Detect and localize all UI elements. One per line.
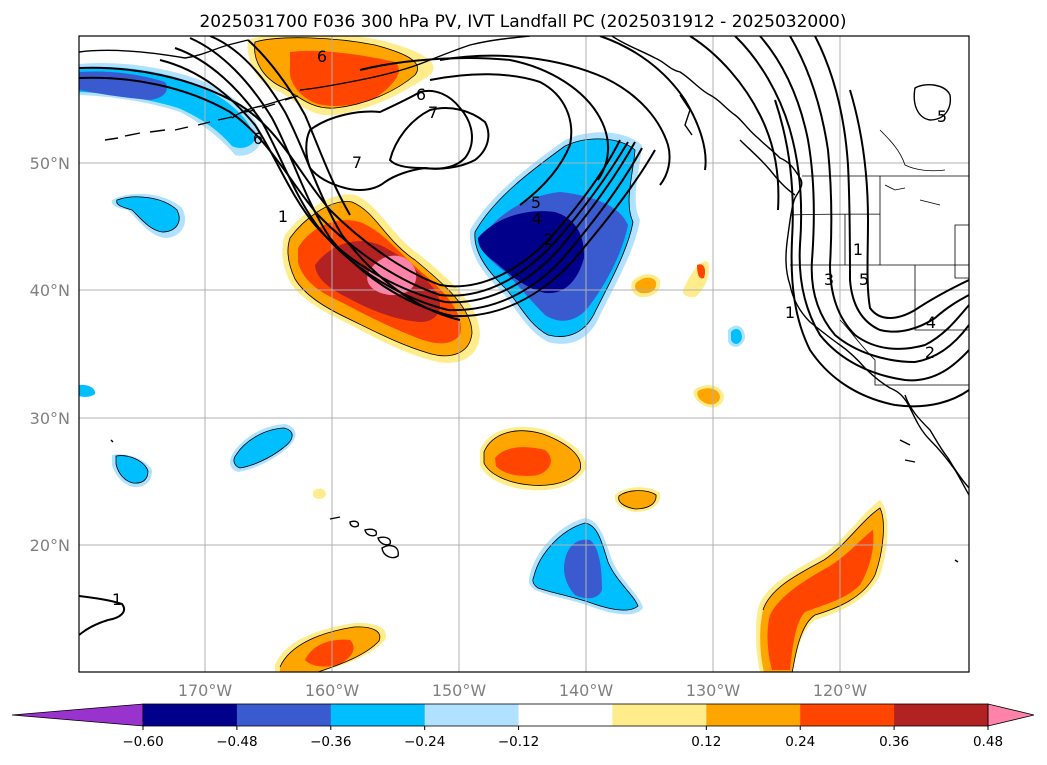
colorbar-tick-label: −0.36: [310, 734, 351, 750]
colorbar-tick-label: 0.24: [785, 734, 815, 750]
colorbar-tick-label: −0.12: [498, 734, 539, 750]
colorbar-tick-label: −0.48: [216, 734, 257, 750]
contour-label: 7: [428, 103, 438, 122]
contour-label: 6: [416, 85, 426, 104]
lon-label: 160°W: [305, 681, 360, 700]
map-area: 6 7 1 7 6 6 5 4 2 1 3 5 1 4 2 5 1: [79, 36, 969, 672]
contour-label: 6: [317, 47, 327, 66]
contour-label: 7: [352, 153, 362, 172]
coastlines: [79, 36, 969, 563]
lat-label: 20°N: [30, 536, 70, 555]
political-borders: [789, 129, 969, 386]
contour-label: 5: [859, 270, 869, 289]
colorbar-segment: [236, 704, 332, 726]
contour-label: 2: [544, 230, 554, 249]
longitude-labels: 170°W 160°W 150°W 140°W 130°W 120°W: [178, 681, 868, 700]
lon-label: 150°W: [432, 681, 487, 700]
latitude-labels: 50°N 40°N 30°N 20°N: [30, 154, 70, 555]
map-frame: [78, 35, 970, 673]
contour-label: 6: [253, 129, 263, 148]
lon-label: 130°W: [686, 681, 741, 700]
contour-label: 4: [926, 313, 936, 332]
colorbar-segment: [800, 704, 895, 726]
colorbar-tick-label: −0.60: [122, 734, 163, 750]
colorbar-tick-label: 0.48: [973, 734, 1003, 750]
colorbar-extend-high: [987, 703, 1035, 727]
contour-label: 1: [853, 240, 863, 259]
colorbar-segment: [894, 704, 989, 726]
contour-labels: 6 7 1 7 6 6 5 4 2 1 3 5 1 4 2 5 1: [112, 47, 947, 609]
contour-label: 1: [278, 207, 288, 226]
contour-label: 1: [785, 303, 795, 322]
colorbar-segment: [143, 704, 238, 726]
colorbar-segment: [612, 704, 707, 726]
colorbar-extend-low: [11, 703, 144, 727]
lon-label: 140°W: [559, 681, 614, 700]
contour-label: 4: [532, 209, 542, 228]
pv-contours: [79, 36, 969, 636]
lat-label: 40°N: [30, 281, 70, 300]
colorbar-segment: [424, 704, 520, 726]
lon-label: 170°W: [178, 681, 233, 700]
figure-title: 2025031700 F036 300 hPa PV, IVT Landfall…: [199, 12, 846, 32]
contour-label: 5: [531, 193, 541, 212]
contour-label: 3: [824, 270, 834, 289]
lon-label: 120°W: [813, 681, 868, 700]
colorbar-tick-label: 0.12: [691, 734, 721, 750]
gridlines: [79, 36, 969, 672]
contour-label: 5: [937, 107, 947, 126]
colorbar-segment: [330, 704, 426, 726]
lat-label: 50°N: [30, 154, 70, 173]
anomaly-outlines: [115, 37, 884, 672]
contour-label: 2: [925, 343, 935, 362]
lat-label: 30°N: [30, 409, 70, 428]
colorbar-segment: [706, 704, 801, 726]
colorbar-tick-label: 0.36: [879, 734, 909, 750]
contour-label: 1: [112, 590, 122, 609]
colorbar-tick-label: −0.24: [404, 734, 445, 750]
colorbar: −0.60 −0.48 −0.36 −0.24 −0.12 0.12 0.24 0.36 0.4…: [11, 703, 1035, 750]
colorbar-outline: [142, 703, 989, 727]
colorbar-segment: [518, 704, 613, 726]
